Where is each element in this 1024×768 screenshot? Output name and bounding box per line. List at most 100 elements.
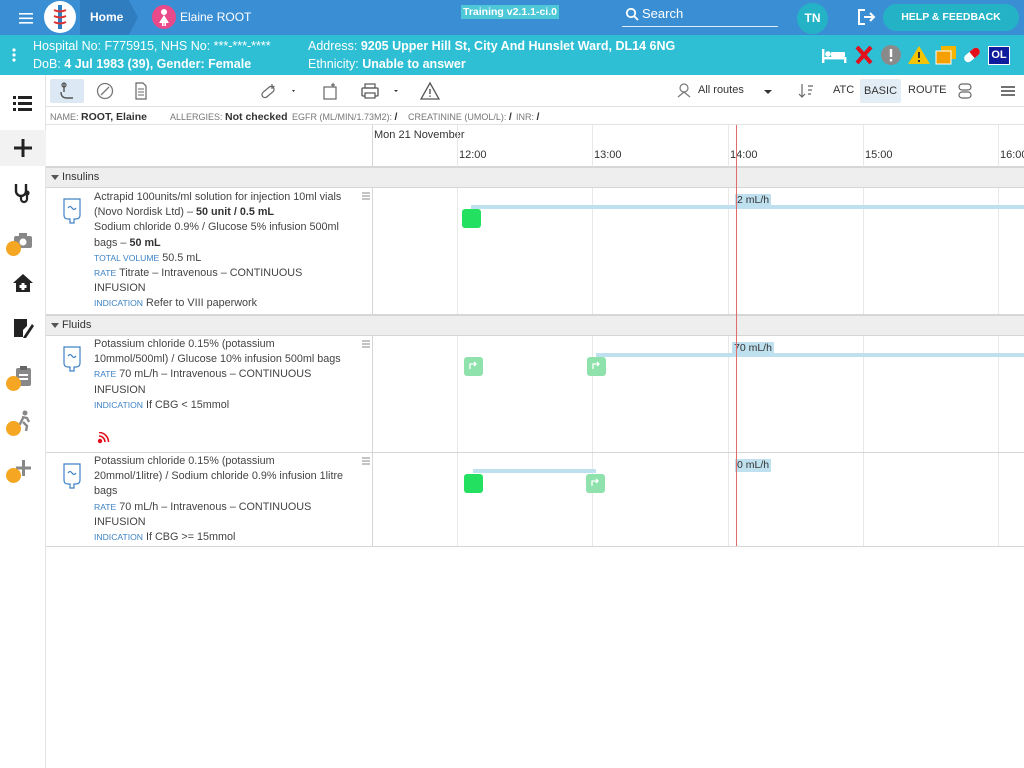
creatinine-field: CREATININE (UMOL/L): / — [408, 111, 512, 123]
logout-icon[interactable] — [856, 8, 878, 26]
hour-label: 12:00 — [459, 149, 487, 161]
name-label: NAME: — [50, 112, 79, 122]
row-menu-icon[interactable] — [362, 192, 370, 200]
sort-icon[interactable] — [795, 79, 817, 103]
chevron-down-icon[interactable] — [761, 79, 775, 103]
infusion-bag-icon — [63, 463, 81, 489]
user-avatar[interactable]: TN — [797, 3, 828, 34]
rate-label: RATE — [94, 268, 117, 279]
ethnicity-label: Ethnicity: — [308, 57, 363, 71]
menu-icon[interactable] — [16, 8, 38, 28]
hamburger-icon[interactable] — [997, 79, 1019, 103]
medication-row[interactable]: Potassium chloride 0.15% (potassium 10mm… — [46, 336, 1024, 453]
version-badge: Training v2.1.1-ci.0 — [461, 5, 559, 19]
timeline-header: Mon 21 November 12:00 13:00 14:00 15:00 … — [46, 125, 1024, 167]
dob-value: 4 Jul 1983 (39), Gender: Female — [64, 57, 252, 71]
help-feedback-button[interactable]: HELP & FEEDBACK — [883, 4, 1019, 31]
row-menu-icon[interactable] — [362, 457, 370, 465]
current-time-line — [736, 125, 737, 546]
section-title: Insulins — [62, 171, 100, 183]
stethoscope-icon[interactable] — [4, 175, 42, 211]
signal-alert-icon[interactable] — [97, 432, 111, 444]
capsule-icon[interactable] — [954, 79, 976, 103]
indication-label: INDICATION — [94, 532, 144, 543]
allergies-value: Not checked — [225, 111, 288, 123]
atc-button[interactable]: ATC — [833, 84, 855, 96]
warning-triangle-icon[interactable] — [907, 44, 931, 66]
inr-label: INR: — [516, 112, 534, 122]
hand-icon[interactable] — [50, 79, 84, 103]
route-icon[interactable] — [674, 79, 694, 103]
clipboard-icon[interactable] — [4, 358, 42, 394]
bed-icon[interactable] — [820, 44, 847, 66]
address-value: 9205 Upper Hill St, City And Hunslet War… — [360, 39, 676, 53]
diluent-dose: 50 mL — [129, 236, 161, 249]
hospital-number: Hospital No: F775915, NHS No: ***-***-**… — [33, 39, 271, 53]
route-button[interactable]: ROUTE — [908, 84, 947, 96]
rate-change-marker[interactable] — [587, 357, 606, 376]
collapse-triangle-icon[interactable] — [51, 175, 59, 180]
medication-row[interactable]: Actrapid 100units/ml solution for inject… — [46, 188, 1024, 315]
rate-change-marker[interactable] — [464, 357, 483, 376]
ethnicity: Ethnicity: Unable to answer — [308, 57, 466, 71]
section-fluids[interactable]: Fluids — [46, 315, 1024, 336]
edit-icon[interactable] — [4, 310, 42, 346]
hour-label: 13:00 — [594, 149, 622, 161]
dob-gender: DoB: 4 Jul 1983 (39), Gender: Female — [33, 57, 251, 71]
section-insulins[interactable]: Insulins — [46, 167, 1024, 188]
search-input[interactable]: Search — [622, 3, 778, 27]
diluent-name: Sodium chloride 0.9% / Glucose 5% infusi… — [94, 221, 339, 249]
list-icon[interactable] — [4, 85, 42, 121]
rate-label: RATE — [94, 501, 117, 512]
warning-icon[interactable] — [418, 79, 442, 103]
rate-value: 70 mL/h – Intravenous – CONTINUOUS INFUS… — [94, 500, 312, 528]
infusion-start-marker[interactable] — [464, 474, 483, 493]
total-volume-label: TOTAL VOLUME — [94, 252, 160, 263]
prescribe-icon[interactable] — [258, 79, 298, 103]
ol-badge[interactable]: OL — [988, 46, 1010, 65]
cross-icon[interactable] — [854, 44, 878, 66]
allergies-field[interactable]: ALLERGIES: Not checked — [170, 111, 287, 123]
plus-icon[interactable] — [0, 130, 46, 166]
total-volume-value: 50.5 mL — [162, 251, 202, 264]
hour-label: 15:00 — [865, 149, 893, 161]
copy-icon[interactable] — [934, 44, 958, 66]
alert-circle-icon[interactable] — [880, 44, 904, 66]
document-icon[interactable] — [130, 79, 152, 103]
pill-icon[interactable] — [960, 44, 984, 66]
address-label: Address: — [308, 39, 361, 53]
refill-icon[interactable] — [318, 79, 342, 103]
name-field: NAME: ROOT, Elaine — [50, 111, 147, 123]
camera-icon[interactable] — [4, 223, 42, 259]
section-title: Fluids — [62, 319, 92, 331]
medication-row[interactable]: Potassium chloride 0.15% (potassium 20mm… — [46, 453, 1024, 547]
home-icon[interactable] — [4, 265, 42, 301]
collapse-triangle-icon[interactable] — [51, 323, 59, 328]
more-options-icon[interactable] — [10, 45, 18, 65]
rate-change-marker[interactable] — [586, 474, 605, 493]
indication-value: If CBG < 15mmol — [146, 398, 230, 411]
add-icon[interactable] — [4, 450, 42, 486]
compass-icon[interactable] — [93, 79, 117, 103]
side-navigation — [0, 75, 46, 768]
rate-value: 70 mL/h – Intravenous – CONTINUOUS INFUS… — [94, 368, 312, 396]
female-patient-icon — [152, 5, 176, 29]
rate-label: RATE — [94, 369, 117, 380]
routes-dropdown[interactable]: All routes — [698, 84, 744, 96]
print-icon[interactable] — [358, 79, 402, 103]
allergies-label: ALLERGIES: — [170, 112, 223, 122]
infusion-bar[interactable] — [471, 205, 1024, 209]
row-menu-icon[interactable] — [362, 340, 370, 348]
infusion-bar[interactable] — [596, 353, 1024, 357]
infusion-start-marker[interactable] — [462, 209, 481, 228]
patient-name[interactable]: Elaine ROOT — [180, 10, 252, 24]
home-breadcrumb[interactable]: Home — [80, 0, 138, 35]
chart-rate-label: 70 mL/h — [732, 342, 774, 355]
app-logo[interactable] — [44, 1, 76, 33]
inr-value: / — [536, 111, 540, 123]
basic-button[interactable]: BASIC — [860, 79, 902, 103]
name-value: ROOT, Elaine — [81, 111, 147, 123]
running-icon[interactable] — [4, 403, 42, 439]
creatinine-value: / — [508, 111, 512, 123]
infusion-bar[interactable] — [473, 469, 596, 473]
